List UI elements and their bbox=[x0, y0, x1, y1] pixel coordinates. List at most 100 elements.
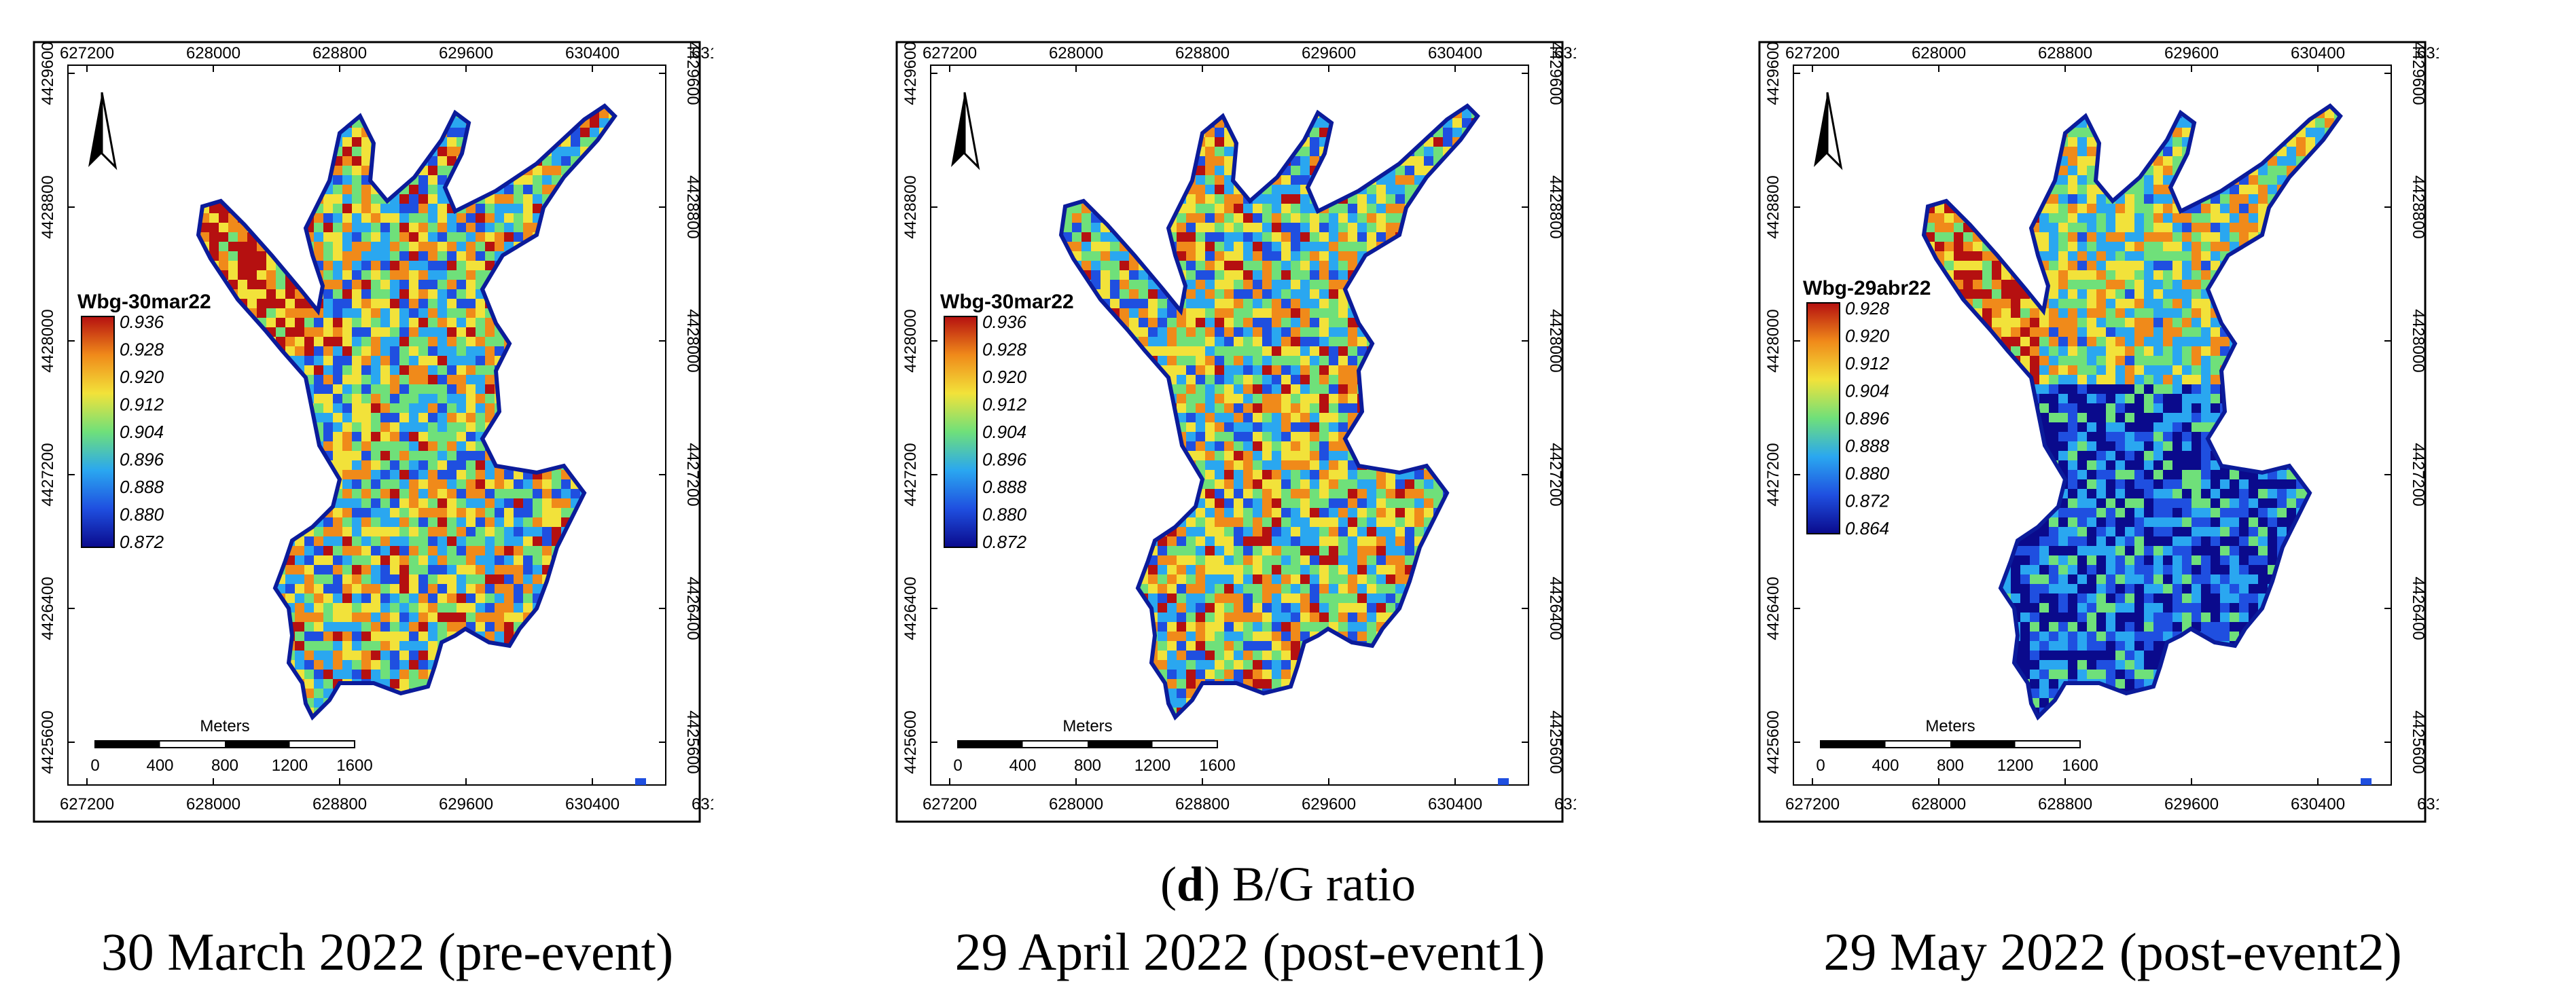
y-tick-label-right: 4428800 bbox=[2409, 175, 2427, 238]
x-tick-label-bottom: 631200 bbox=[1554, 795, 1576, 814]
x-tick-label-top: 628800 bbox=[2038, 44, 2092, 62]
y-tick-label-right: 4428000 bbox=[1546, 309, 1564, 372]
y-tick-label-right: 4425600 bbox=[683, 710, 702, 773]
x-tick-label-top: 630400 bbox=[565, 44, 620, 62]
y-tick-label-left: 4426400 bbox=[901, 577, 920, 640]
legend-value: 0.896 bbox=[120, 450, 164, 470]
scalebar-segment bbox=[225, 741, 290, 748]
legend-title: Wbg-29abr22 bbox=[1803, 277, 1931, 299]
x-tick-label-top: 628000 bbox=[1049, 44, 1103, 62]
y-tick-label-right: 4428000 bbox=[2409, 309, 2427, 372]
x-tick-label-top: 629600 bbox=[1302, 44, 1356, 62]
x-tick-label-top: 627200 bbox=[1785, 44, 1840, 62]
reservoir-outline bbox=[1058, 103, 1480, 721]
y-tick-label-right: 4427200 bbox=[683, 443, 702, 506]
y-tick-label-left: 4428800 bbox=[39, 175, 57, 238]
date-label-1: 30 March 2022 (pre-event) bbox=[101, 922, 674, 981]
legend-title: Wbg-30mar22 bbox=[940, 291, 1074, 313]
y-tick-label-right: 4429600 bbox=[2409, 41, 2427, 105]
scalebar-label: 0 bbox=[1816, 756, 1825, 775]
x-tick-label-bottom: 629600 bbox=[1302, 795, 1356, 814]
legend-value: 0.912 bbox=[1845, 353, 1890, 373]
legend-value: 0.928 bbox=[982, 340, 1027, 360]
legend-value: 0.904 bbox=[1845, 381, 1889, 401]
legend-value: 0.888 bbox=[120, 477, 164, 497]
scalebar-label: 0 bbox=[953, 756, 962, 775]
legend-value: 0.896 bbox=[1845, 408, 1890, 428]
scalebar-label: 1600 bbox=[1199, 756, 1235, 775]
caption-paren-close: ) bbox=[1204, 857, 1221, 911]
y-tick-label-left: 4428000 bbox=[39, 309, 57, 372]
y-tick-label-left: 4426400 bbox=[1764, 577, 1783, 640]
x-tick-label-top: 630400 bbox=[1428, 44, 1482, 62]
y-tick-label-right: 4428800 bbox=[1546, 175, 1564, 238]
x-tick-label-bottom: 631200 bbox=[692, 795, 713, 814]
y-tick-label-right: 4427200 bbox=[1546, 443, 1564, 506]
y-tick-label-right: 4428800 bbox=[683, 175, 702, 238]
legend-colorbar bbox=[81, 316, 115, 548]
map-panel-1: 627200 627200 628000 628000 628800 628800 6296… bbox=[20, 31, 713, 833]
legend-value: 0.920 bbox=[1845, 326, 1890, 346]
x-tick-label-top: 628800 bbox=[312, 44, 367, 62]
x-tick-label-top: 629600 bbox=[439, 44, 493, 62]
y-tick-label-right: 4425600 bbox=[1546, 710, 1564, 773]
legend-value: 0.888 bbox=[982, 477, 1027, 497]
scalebar-label: 800 bbox=[211, 756, 238, 775]
y-tick-label-right: 4426400 bbox=[1546, 577, 1564, 640]
x-tick-label-bottom: 628800 bbox=[1175, 795, 1230, 814]
y-tick-label-left: 4427200 bbox=[901, 443, 920, 506]
legend-colorbar bbox=[944, 316, 978, 548]
legend-value: 0.864 bbox=[1845, 518, 1889, 538]
scalebar-label: 0 bbox=[90, 756, 99, 775]
reservoir-outline bbox=[196, 103, 618, 721]
y-tick-label-left: 4427200 bbox=[39, 443, 57, 506]
y-tick-label-right: 4427200 bbox=[2409, 443, 2427, 506]
map-panel-2: 627200 627200 628000 628000 628800 628800 6296… bbox=[883, 31, 1576, 833]
scalebar-label: 800 bbox=[1937, 756, 1964, 775]
x-tick-label-bottom: 628000 bbox=[1912, 795, 1966, 814]
legend-title: Wbg-30mar22 bbox=[77, 291, 211, 313]
north-arrow-icon bbox=[88, 92, 118, 170]
x-tick-label-top: 627200 bbox=[923, 44, 977, 62]
x-tick-label-top: 630400 bbox=[2291, 44, 2345, 62]
legend-value: 0.880 bbox=[1845, 463, 1890, 483]
date-label-2: 29 April 2022 (post-event1) bbox=[954, 922, 1545, 981]
legend-value: 0.920 bbox=[982, 367, 1027, 387]
y-tick-label-right: 4426400 bbox=[683, 577, 702, 640]
x-tick-label-bottom: 630400 bbox=[2291, 795, 2345, 814]
date-label-3: 29 May 2022 (post-event2) bbox=[1823, 922, 2402, 981]
legend-value: 0.928 bbox=[120, 340, 164, 360]
y-tick-label-right: 4429600 bbox=[1546, 41, 1564, 105]
scalebar-label: 1200 bbox=[1997, 756, 2033, 775]
figure-caption: (d) B/G ratio bbox=[0, 857, 2576, 911]
x-tick-label-top: 627200 bbox=[60, 44, 114, 62]
x-tick-label-bottom: 627200 bbox=[1785, 795, 1840, 814]
scalebar-title: Meters bbox=[200, 717, 249, 735]
legend-value: 0.912 bbox=[982, 395, 1027, 415]
x-tick-label-bottom: 627200 bbox=[923, 795, 977, 814]
map-canvas-3: 627200 627200 628000 628000 628800 628800 6296… bbox=[1758, 41, 2439, 823]
legend-value: 0.912 bbox=[120, 395, 164, 415]
y-tick-label-right: 4425600 bbox=[2409, 710, 2427, 773]
x-tick-label-top: 629600 bbox=[2164, 44, 2219, 62]
north-arrow-icon bbox=[1814, 92, 1843, 170]
y-tick-label-left: 4428800 bbox=[901, 175, 920, 238]
caption-letter: d bbox=[1176, 857, 1204, 911]
x-tick-label-bottom: 628800 bbox=[312, 795, 367, 814]
legend-value: 0.888 bbox=[1845, 436, 1890, 456]
north-arrow-icon bbox=[951, 92, 980, 170]
x-tick-label-top: 631200 bbox=[1554, 44, 1576, 62]
legend-value: 0.896 bbox=[982, 450, 1027, 470]
scalebar-label: 1200 bbox=[272, 756, 308, 775]
x-tick-label-top: 628000 bbox=[1912, 44, 1966, 62]
y-tick-label-left: 4428000 bbox=[901, 309, 920, 372]
scalebar-segment bbox=[958, 741, 1023, 748]
caption-paren-open: ( bbox=[1160, 857, 1177, 911]
x-tick-label-bottom: 630400 bbox=[565, 795, 620, 814]
y-tick-label-left: 4429600 bbox=[1764, 41, 1783, 105]
y-tick-label-right: 4428000 bbox=[683, 309, 702, 372]
y-tick-label-left: 4429600 bbox=[901, 41, 920, 105]
legend-value: 0.872 bbox=[120, 532, 164, 552]
legend-value: 0.920 bbox=[120, 367, 164, 387]
x-tick-label-top: 628000 bbox=[186, 44, 240, 62]
